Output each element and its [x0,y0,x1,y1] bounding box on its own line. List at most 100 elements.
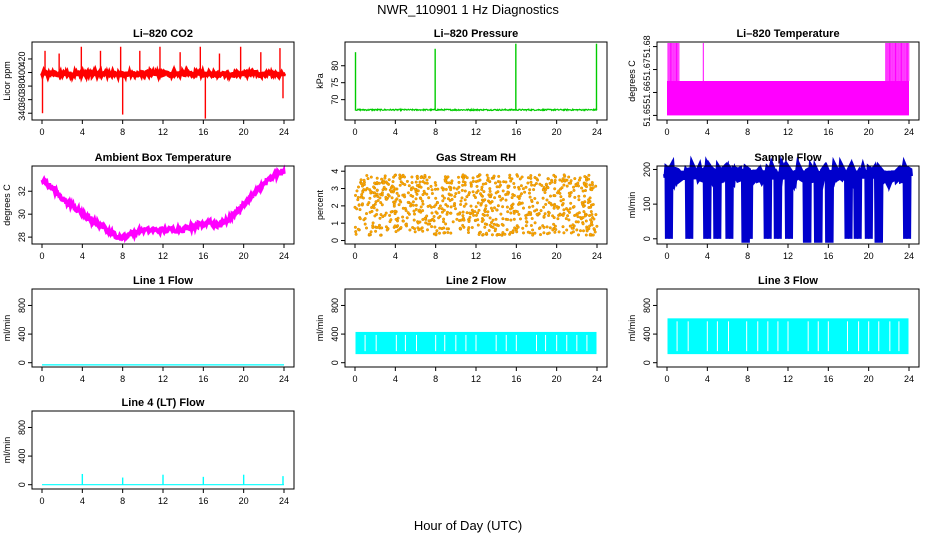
data-point [586,201,590,205]
data-point [517,187,521,191]
data-point [414,207,418,211]
y-tick-label: 51.68 [642,35,652,58]
data-point [559,199,563,203]
data-point [374,229,378,233]
x-tick-label: 20 [552,127,562,137]
data-point [355,189,359,193]
data-point [562,208,566,212]
data-point [539,209,543,213]
panel-line3: Line 3 Flow ml/min 0 4 8 12 16 20 24 0 400 800 [627,275,920,384]
data-point [441,188,445,192]
data-point [521,187,525,191]
data-point [359,178,363,182]
data-point [433,181,437,185]
y-tick-label: 28 [17,232,27,242]
x-tick-label: 8 [745,127,750,137]
data-point [535,177,539,181]
y-tick-label: 70 [330,95,340,105]
data-point [363,216,367,220]
data-point [558,191,562,195]
panel-frame [344,41,608,121]
data-point [591,183,595,187]
data-point [594,184,598,188]
data-point [490,200,494,204]
y-axis-label: ml/min [315,315,325,342]
data-point [495,208,499,212]
data-point [581,215,585,219]
data-point [589,232,593,236]
data-point [436,187,440,191]
data-point [369,175,373,179]
data-point [438,204,442,208]
panel-licor_temp: Li–820 Temperature degrees C 0 4 8 12 16 20 24 51… [627,28,920,137]
data-point [411,200,415,204]
data-point [522,231,526,235]
data-point [375,176,379,180]
data-point [533,183,537,187]
x-tick-label: 8 [120,496,125,506]
data-point [442,220,446,224]
data-point [457,175,461,179]
data-point [458,226,462,230]
data-point [515,230,519,234]
x-tick-label: 20 [552,374,562,384]
data-point [442,217,446,221]
data-point [524,216,528,220]
data-point [557,189,561,193]
data-point [389,210,393,214]
data-point [393,209,397,213]
data-point [411,186,415,190]
data-point [553,187,557,191]
panel-title: Line 3 Flow [758,275,818,287]
data-point [424,221,428,225]
data-point [556,217,560,221]
data-point [365,226,369,230]
data-point [531,228,535,232]
data-point [592,227,596,231]
data-point [393,200,397,204]
data-point [368,210,372,214]
data-point [419,175,423,179]
data-point [433,187,437,191]
data-point [477,232,481,236]
data-point [474,195,478,199]
data-point [568,210,572,214]
x-tick-label: 4 [80,374,85,384]
data-point [453,194,457,198]
data-point [357,185,361,189]
data-point [465,176,469,180]
data-point [436,201,440,205]
data-point [501,205,505,209]
data-point [556,206,560,210]
data-point [543,212,547,216]
data-point [477,208,481,212]
data-point [577,184,581,188]
figure-title: NWR_110901 1 Hz Diagnostics [377,2,559,17]
data-point [358,217,362,221]
x-axis-title: Hour of Day (UTC) [413,518,523,533]
data-point [467,217,471,221]
data-point [393,224,397,228]
data-point [441,194,445,198]
data-point [380,191,384,195]
data-point [394,217,398,221]
data-point [547,211,551,215]
y-tick-label: 400 [17,449,27,464]
data-point [419,197,423,201]
data-point [560,186,564,190]
data-point [463,174,467,178]
data-point [524,185,528,189]
data-point [426,228,430,232]
data-point [463,189,467,193]
x-tick-label: 0 [664,374,669,384]
data-point [421,193,425,197]
data-point [509,230,513,234]
data-point [434,203,438,207]
series-sample_flow [663,155,913,243]
data-point [413,212,417,216]
data-point [379,192,383,196]
data-point [380,177,384,181]
data-point [397,194,401,198]
data-point [378,216,382,220]
data-point [505,228,509,232]
